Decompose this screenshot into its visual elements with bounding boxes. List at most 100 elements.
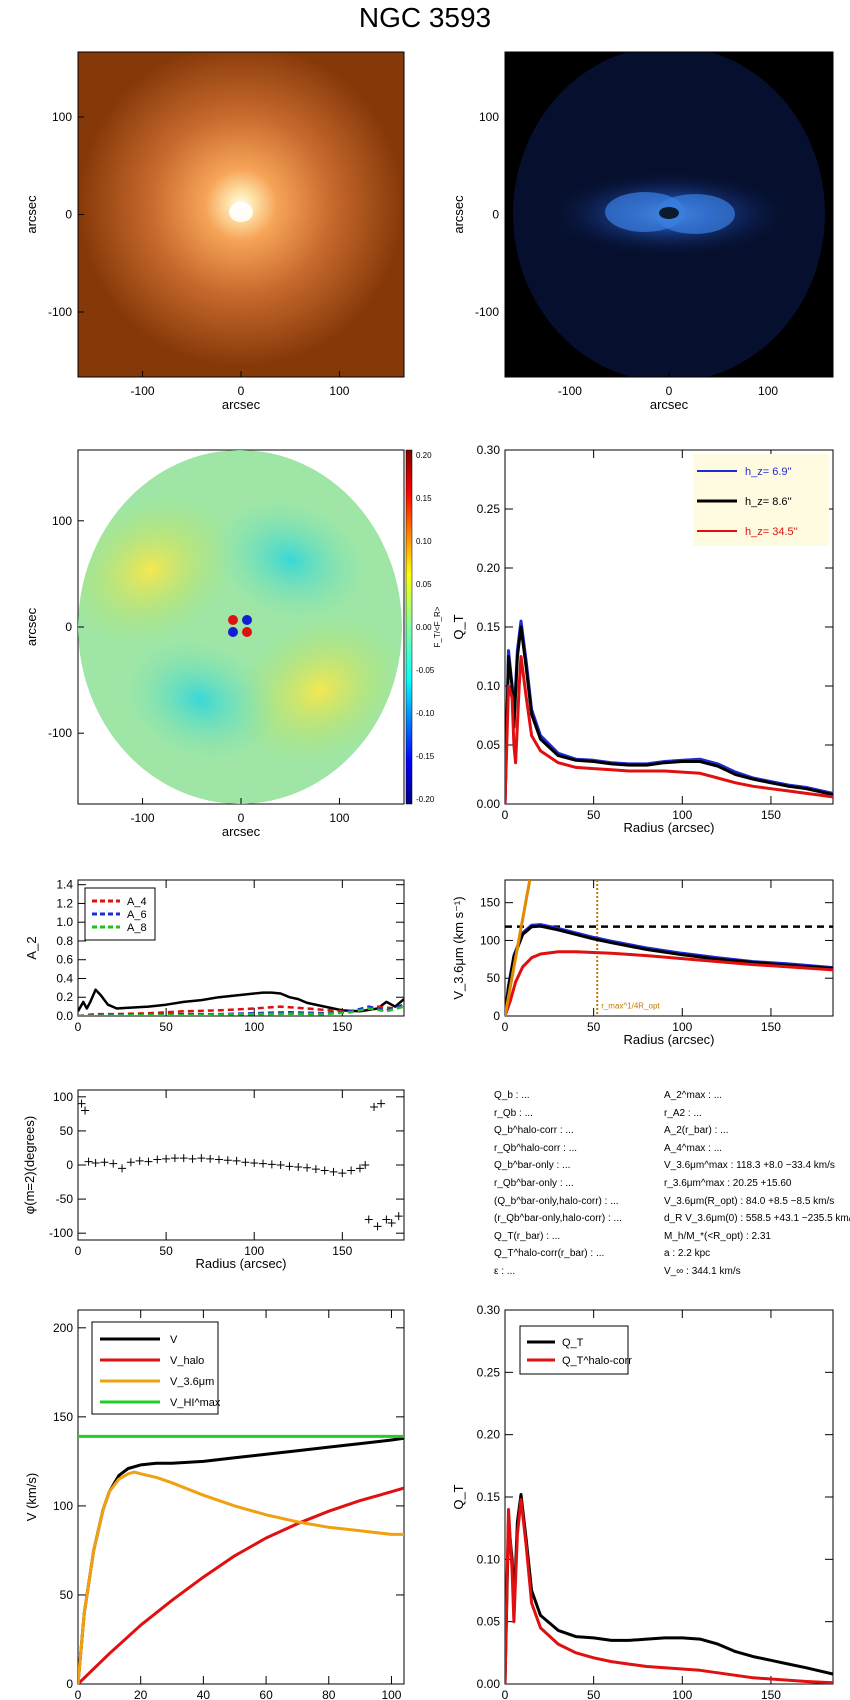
param-right-4: V_3.6μm^max : 118.3 +8.0 −33.4 km/s <box>664 1160 835 1172</box>
param-left-10: ε : ... <box>494 1265 516 1277</box>
phase-point <box>303 1163 312 1172</box>
phase-point <box>162 1154 171 1163</box>
chart-rotation_curve_decomposition: 020406080100050100150200Radius (arcsec)V… <box>24 1309 405 1700</box>
y-tick-label: -100 <box>49 1226 73 1240</box>
y-tick-label: -100 <box>48 726 72 740</box>
y-tick-label: 0.25 <box>477 502 501 516</box>
image-panel-blue <box>504 51 834 378</box>
phase-point <box>370 1103 379 1112</box>
x-tick-label: 100 <box>244 1244 264 1258</box>
param-left-2: Q_b^halo-corr : ... <box>494 1125 574 1137</box>
phase-point <box>170 1154 179 1163</box>
legend-label: A_8 <box>127 922 147 934</box>
param-right-7: d_R V_3.6μm(0) : 558.5 +43.1 −235.5 km/s… <box>664 1213 850 1225</box>
plot-frame <box>77 1309 405 1685</box>
phase-point <box>347 1166 356 1175</box>
series-line-V-halo <box>78 1486 404 1684</box>
legend-box <box>91 1321 219 1415</box>
legend-label: V_HI^max <box>170 1397 221 1409</box>
y-tick-label: 1.2 <box>56 896 73 910</box>
x-tick-label: 0 <box>238 811 245 825</box>
y-tick-label: 0.00 <box>477 797 501 811</box>
param-right-0: A_2^max : ... <box>664 1090 723 1101</box>
y-tick-label: 50 <box>60 1588 74 1602</box>
x-tick-label: 100 <box>672 808 692 822</box>
phase-point <box>311 1165 320 1174</box>
colorbar-tick-label: 0.10 <box>416 537 432 546</box>
x-axis-label: Radius (arcsec) <box>623 1032 714 1047</box>
y-tick-label: 0 <box>492 208 499 222</box>
param-left-8: Q_T(r_bar) : ... <box>494 1230 561 1242</box>
y-axis-label: arcsec <box>451 195 466 234</box>
y-axis-label: Q_T <box>451 1484 466 1509</box>
x-tick-label: 100 <box>672 1688 692 1700</box>
series-line-h-z--8-6-- <box>505 625 833 804</box>
y-axis-label: V (km/s) <box>24 1473 39 1521</box>
phase-point <box>387 1218 396 1227</box>
series-line-red <box>505 950 833 1016</box>
chart-QT_halo_corr: 0501001500.000.050.100.150.200.250.30Rad… <box>451 1303 834 1700</box>
phase-point <box>135 1156 144 1165</box>
x-tick-label: 50 <box>587 1020 601 1034</box>
x-axis-label: Radius (arcsec) <box>195 1256 286 1271</box>
y-tick-label: 0.4 <box>56 971 73 985</box>
y-tick-label: 0.10 <box>477 1552 501 1566</box>
phase-point <box>382 1215 391 1224</box>
x-tick-label: 0 <box>502 1020 509 1034</box>
chart-rotation_curve_3.6: 0 50 100 150 0 50 100 150 Radius (arcsec) V_3.6μm… <box>451 879 834 1047</box>
x-tick-label: 0 <box>238 384 245 398</box>
y-tick-label: 0 <box>493 1009 500 1023</box>
y-tick-label: 100 <box>53 1499 73 1513</box>
phase-point <box>373 1222 382 1231</box>
x-tick-label: 0 <box>502 1688 509 1700</box>
plot-frame <box>77 1089 405 1241</box>
series-line-Q-T-halo-corr <box>505 1498 833 1684</box>
phase-point <box>232 1156 241 1165</box>
y-tick-label: 100 <box>479 110 499 124</box>
series-line-h-z--6-9-- <box>505 619 833 804</box>
y-tick-label: -100 <box>475 305 499 319</box>
y-tick-label: -50 <box>56 1192 74 1206</box>
x-tick-label: 150 <box>761 1688 781 1700</box>
colorbar-tick-label: 0.00 <box>416 623 432 632</box>
legend: h_z= 6.9'' h_z= 8.6'' h_z= 34.5'' <box>693 454 829 546</box>
phase-point <box>118 1164 127 1173</box>
phase-point <box>267 1160 276 1169</box>
legend-label: h_z= 8.6'' <box>745 496 792 508</box>
x-tick-label: 50 <box>587 1688 601 1700</box>
series-group <box>505 880 833 1016</box>
y-tick-label: 0.2 <box>56 990 73 1004</box>
legend-label: A_4 <box>127 896 147 908</box>
param-left-3: r_Qb^halo-corr : ... <box>494 1142 578 1154</box>
series-line-A-8 <box>78 1005 404 1016</box>
parameter-table: Q_b : ... r_Qb : ... Q_b^halo-corr : ... r_… <box>494 1090 850 1280</box>
y-tick-label: 100 <box>480 933 500 947</box>
colorbar-tick-label: 0.20 <box>416 451 432 460</box>
phase-point <box>259 1159 268 1168</box>
x-tick-label: 0 <box>75 1688 82 1700</box>
param-left-0: Q_b : ... <box>494 1090 530 1101</box>
x-tick-label: -100 <box>558 384 582 398</box>
phase-point <box>338 1169 347 1178</box>
colorbar-tick-label: -0.15 <box>416 752 435 761</box>
y-tick-label: 0.05 <box>477 1615 501 1629</box>
phase-point <box>179 1154 188 1163</box>
phase-point <box>126 1158 135 1167</box>
legend: A_4A_6A_8 <box>84 887 156 941</box>
x-tick-label: 100 <box>244 1020 264 1034</box>
x-tick-label: 100 <box>381 1688 401 1700</box>
x-axis-label: Radius (arcsec) <box>623 820 714 835</box>
x-tick-label: -100 <box>131 811 155 825</box>
phase-point <box>250 1158 259 1167</box>
image-tr-axes: -100 0 100 100 0 -100 arcsec arcsec <box>451 110 778 412</box>
plot-frame <box>77 879 405 1017</box>
param-right-5: r_3.6μm^max : 20.25 +15.60 <box>664 1177 792 1189</box>
y-axis-label: φ(m=2)(degrees) <box>22 1116 37 1214</box>
ropt-label: r_max^1/4R_opt <box>601 1001 660 1010</box>
x-tick-label: -100 <box>131 384 155 398</box>
series-line-Q-T <box>505 1493 833 1684</box>
phase-point <box>377 1099 386 1108</box>
param-left-7: (r_Qb^bar-only,halo-corr) : ... <box>494 1213 622 1225</box>
phase-point <box>100 1158 109 1167</box>
